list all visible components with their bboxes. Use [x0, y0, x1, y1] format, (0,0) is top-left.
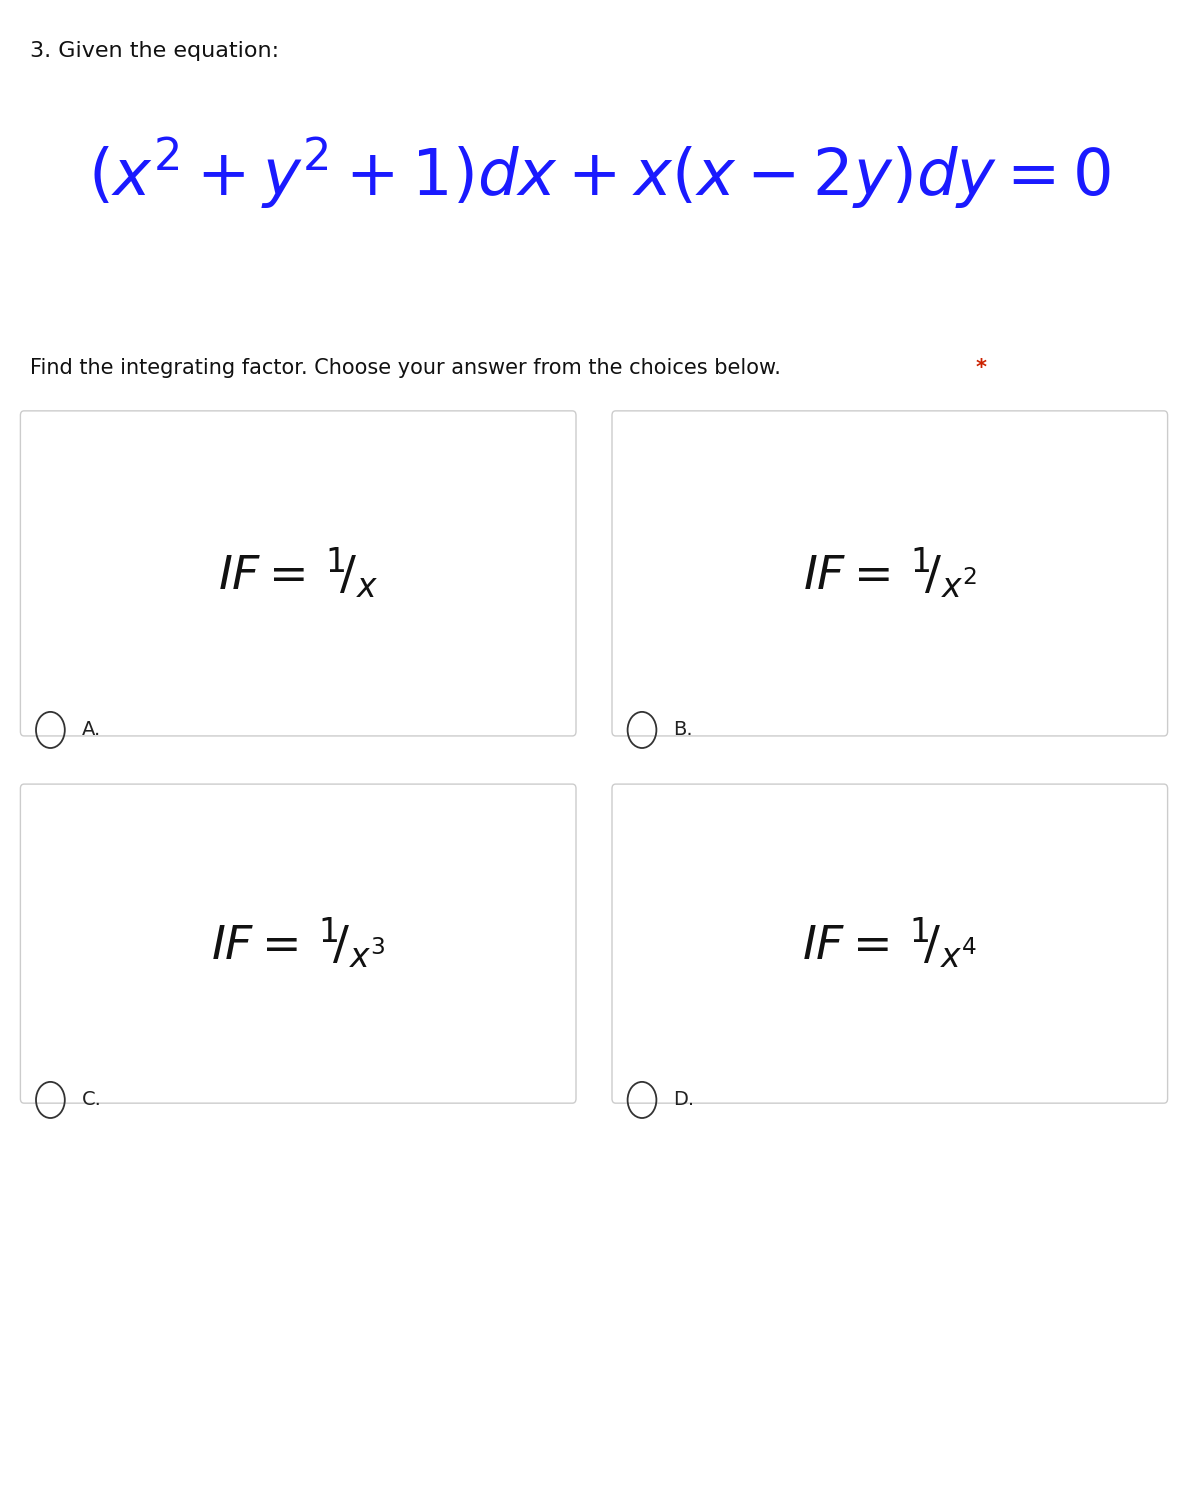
Text: B.: B.: [673, 721, 692, 739]
FancyBboxPatch shape: [20, 411, 576, 736]
Text: $(x^2 + y^2 + 1)dx + x(x - 2y)dy = 0$: $(x^2 + y^2 + 1)dx + x(x - 2y)dy = 0$: [89, 135, 1111, 211]
Text: *: *: [976, 358, 986, 378]
Text: $IF = \,^{1}\!/_{x}$: $IF = \,^{1}\!/_{x}$: [218, 546, 378, 600]
Text: $IF = \,^{1}\!/_{x^{2}}$: $IF = \,^{1}\!/_{x^{2}}$: [803, 546, 977, 600]
FancyBboxPatch shape: [20, 784, 576, 1103]
Text: C.: C.: [82, 1091, 102, 1109]
Text: $IF = \,^{1}\!/_{x^{4}}$: $IF = \,^{1}\!/_{x^{4}}$: [803, 917, 977, 971]
Text: D.: D.: [673, 1091, 695, 1109]
Text: 3. Given the equation:: 3. Given the equation:: [30, 41, 280, 60]
Text: $IF = \,^{1}\!/_{x^{3}}$: $IF = \,^{1}\!/_{x^{3}}$: [211, 917, 385, 971]
Text: A.: A.: [82, 721, 101, 739]
FancyBboxPatch shape: [612, 411, 1168, 736]
Text: Find the integrating factor. Choose your answer from the choices below.: Find the integrating factor. Choose your…: [30, 358, 787, 378]
FancyBboxPatch shape: [612, 784, 1168, 1103]
